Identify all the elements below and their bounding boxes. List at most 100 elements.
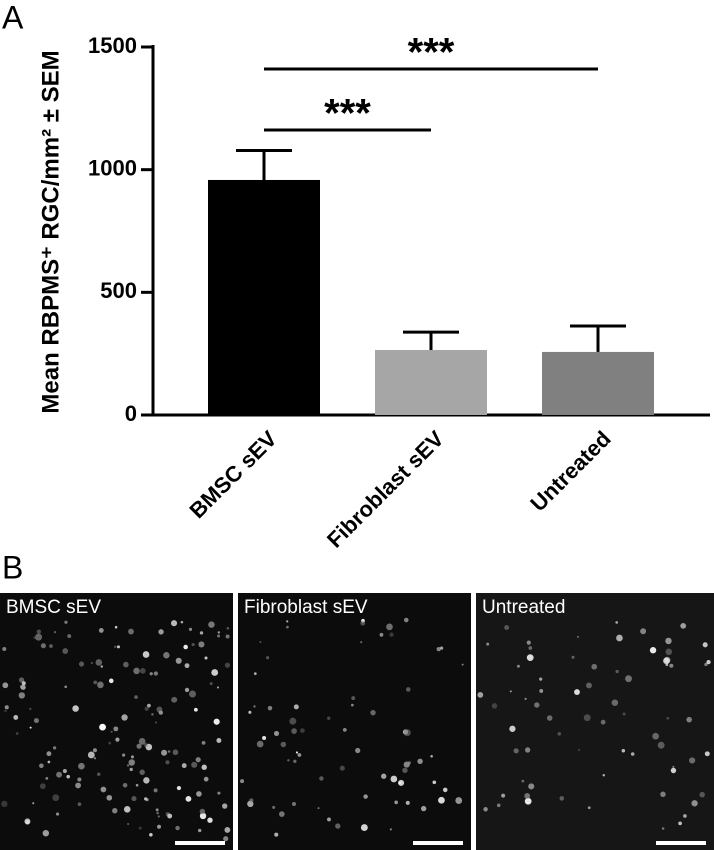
cell [99, 723, 106, 731]
cell [134, 695, 138, 699]
y-tick-label: 500 [100, 278, 137, 303]
cell [181, 763, 187, 769]
cell [25, 820, 30, 825]
cell [253, 705, 256, 708]
cell [259, 640, 262, 644]
cell [571, 655, 575, 659]
cell [175, 657, 182, 664]
cell [128, 759, 135, 766]
cell [170, 697, 177, 703]
cell [272, 805, 276, 809]
cell [576, 635, 579, 638]
cell [266, 656, 270, 660]
cell [652, 732, 659, 740]
cell [153, 788, 158, 793]
micrograph: BMSC sEV [0, 593, 233, 850]
cell [213, 718, 220, 725]
cell [403, 729, 411, 737]
cell [663, 657, 670, 665]
cell [110, 730, 113, 733]
cell [151, 713, 154, 716]
y-tick-label: 1000 [88, 155, 137, 180]
cell [704, 751, 710, 757]
cell [184, 687, 190, 693]
cell [256, 740, 264, 748]
cell [630, 752, 635, 756]
panel-label: B [2, 549, 23, 585]
cell [342, 728, 347, 732]
cell [240, 779, 245, 784]
cell [274, 832, 279, 837]
cell [207, 817, 213, 823]
cell [163, 652, 170, 659]
cell [583, 714, 591, 722]
cell [209, 682, 213, 686]
cell [513, 748, 519, 754]
cell [225, 634, 230, 639]
cell [640, 628, 647, 635]
cell [293, 704, 299, 710]
cell [143, 777, 150, 784]
cell [29, 726, 32, 729]
cell [4, 705, 9, 710]
cell [92, 748, 97, 753]
cell [417, 758, 423, 765]
cell [122, 782, 128, 788]
cell [483, 807, 488, 812]
cell [360, 641, 363, 644]
cell [491, 703, 498, 709]
cell [184, 663, 190, 669]
cell [87, 751, 95, 759]
cell [442, 787, 448, 793]
cell [52, 746, 57, 750]
cell [100, 665, 103, 668]
cell [539, 689, 544, 693]
cell [389, 632, 394, 637]
cell [142, 651, 150, 658]
cell [108, 741, 112, 745]
cell [297, 753, 302, 757]
cell [32, 802, 35, 805]
cell [15, 732, 19, 735]
cell [2, 682, 9, 689]
micrograph-background [476, 593, 714, 850]
cell [128, 628, 134, 635]
cell [615, 621, 619, 624]
cell [295, 751, 299, 754]
micrograph-background [238, 593, 471, 850]
cell [64, 685, 67, 689]
cell [39, 763, 44, 769]
cell [390, 775, 398, 783]
cell [516, 664, 520, 668]
cell [616, 634, 623, 642]
cell [196, 791, 202, 797]
cell [363, 794, 368, 799]
cell [689, 757, 696, 764]
cell [557, 732, 562, 736]
cell [438, 796, 445, 804]
cell [36, 629, 42, 634]
cell [525, 747, 531, 753]
micrograph-label: Untreated [482, 597, 565, 618]
cell [524, 797, 532, 805]
cell [286, 620, 289, 623]
cell [686, 716, 692, 723]
y-tick-label: 1500 [88, 33, 137, 58]
cell [130, 755, 134, 759]
bar [375, 349, 487, 415]
cell [13, 715, 19, 720]
significance-label: *** [408, 31, 455, 75]
cell [108, 678, 114, 684]
cell [578, 748, 581, 751]
significance-label: *** [324, 92, 371, 136]
cell [114, 645, 117, 648]
cell [93, 757, 97, 760]
cell [188, 627, 193, 631]
cell [280, 741, 287, 748]
cell [559, 796, 565, 801]
cell [144, 797, 148, 801]
cell [683, 814, 687, 818]
micrograph-label: Fibroblast sEV [244, 597, 368, 618]
cell [172, 749, 179, 756]
cell [291, 802, 297, 807]
